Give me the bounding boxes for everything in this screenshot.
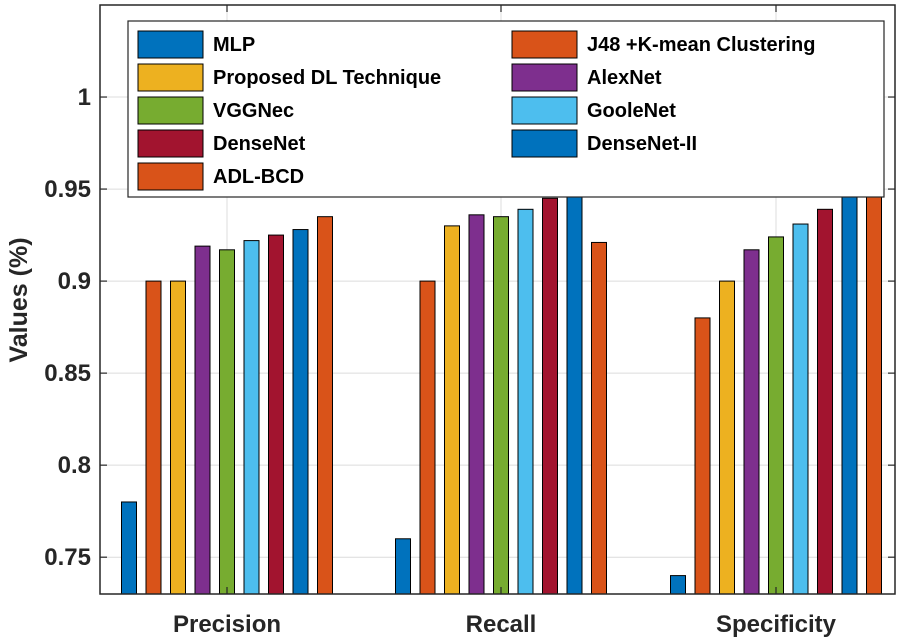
legend-box	[127, 20, 885, 198]
bar-layer	[121, 173, 882, 595]
legend-label: DenseNet	[213, 133, 306, 155]
bar-proposed-dl-technique	[170, 280, 186, 595]
bar-goolenet	[792, 223, 809, 595]
legend-swatch	[137, 63, 204, 92]
legend-swatch	[511, 30, 578, 59]
legend-label: J48 +K-mean Clustering	[587, 34, 815, 56]
bar-adl-bcd	[591, 241, 607, 595]
bar-vggnec	[768, 236, 784, 595]
x-tick-label: Specificity	[716, 611, 837, 638]
bar-densenet-ii	[566, 179, 583, 595]
bar-adl-bcd	[317, 216, 333, 595]
legend: MLP J48 +K-mean Clustering Proposed DL Tec…	[127, 20, 885, 198]
bar-goolenet	[243, 240, 260, 595]
bar-densenet	[817, 208, 833, 595]
legend-swatch	[511, 63, 578, 92]
y-tick-label: 0.9	[58, 268, 91, 295]
bar-densenet	[268, 234, 284, 595]
legend-label: AlexNet	[587, 67, 662, 89]
tick-layer: 0.75 0.8 0.85 0.9 0.95 1 Precision Recall Specif…	[44, 5, 895, 638]
bar-proposed-dl-technique	[444, 225, 460, 595]
bar-adl-bcd	[866, 173, 882, 595]
bar-proposed-dl-technique	[719, 280, 735, 595]
legend-label: DenseNet-II	[587, 133, 697, 155]
y-tick-label: 0.8	[58, 452, 91, 479]
bar-j48-k-mean-clustering	[694, 317, 711, 595]
legend-swatch	[137, 96, 204, 125]
bar-alexnet	[743, 249, 760, 595]
bar-goolenet	[517, 208, 534, 595]
legend-swatch	[137, 129, 204, 158]
legend-swatch	[137, 30, 204, 59]
bar-mlp	[121, 501, 137, 595]
y-tick-label: 1	[78, 84, 91, 111]
bar-densenet-ii	[841, 183, 858, 595]
x-tick-label: Recall	[466, 611, 537, 638]
legend-swatch	[511, 129, 578, 158]
bar-j48-k-mean-clustering	[145, 280, 162, 595]
bar-vggnec	[219, 249, 235, 595]
bar-j48-k-mean-clustering	[419, 280, 436, 595]
bar-alexnet	[468, 214, 485, 595]
bar-alexnet	[194, 245, 211, 595]
legend-swatch	[511, 96, 578, 125]
legend-label: GooleNet	[587, 100, 676, 122]
y-tick-label: 0.85	[44, 360, 91, 387]
x-tick-label: Precision	[173, 611, 281, 638]
bar-mlp	[670, 575, 686, 595]
legend-swatch	[137, 162, 204, 191]
legend-label: MLP	[213, 34, 255, 56]
legend-label: ADL-BCD	[213, 166, 304, 188]
y-axis-title: Values (%)	[5, 237, 33, 362]
bar-densenet-ii	[292, 229, 309, 595]
y-tick-label: 0.95	[44, 176, 91, 203]
y-tick-label: 0.75	[44, 544, 91, 571]
legend-label: Proposed DL Technique	[213, 67, 441, 89]
bar-densenet	[542, 197, 558, 595]
legend-label: VGGNec	[213, 100, 294, 122]
plot-frame	[99, 4, 896, 595]
bar-vggnec	[493, 216, 509, 595]
bar-mlp	[395, 538, 411, 595]
